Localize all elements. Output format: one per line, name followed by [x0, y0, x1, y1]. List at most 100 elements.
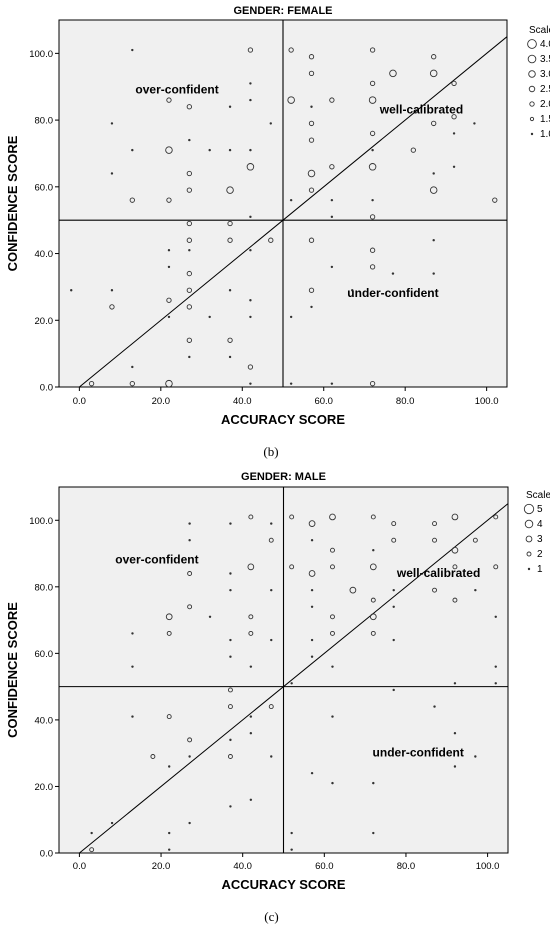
- data-point: [110, 122, 114, 125]
- data-point: [229, 572, 232, 575]
- data-point: [371, 198, 374, 202]
- region-annotation: over-confident: [135, 82, 218, 96]
- data-point: [229, 588, 232, 592]
- data-point: [330, 614, 335, 620]
- data-point: [289, 382, 293, 385]
- data-point: [229, 522, 232, 525]
- x-tick-label: 0.0: [73, 861, 86, 872]
- data-point: [493, 514, 499, 520]
- data-point: [494, 665, 497, 668]
- data-point: [369, 130, 376, 137]
- x-tick-label: 0.0: [73, 396, 86, 407]
- data-point: [249, 98, 252, 102]
- data-point: [166, 197, 172, 203]
- data-point: [433, 705, 436, 708]
- data-point: [451, 546, 459, 554]
- legend-marker: [527, 54, 537, 64]
- legend-label: 3.0: [540, 69, 550, 80]
- data-point: [331, 781, 334, 785]
- data-point: [228, 355, 232, 359]
- data-point: [308, 137, 315, 143]
- data-point: [131, 48, 134, 52]
- data-point: [249, 82, 252, 85]
- diagonal-reference-line: [79, 503, 508, 853]
- data-point: [249, 249, 252, 252]
- x-tick-label: 80.0: [396, 396, 415, 407]
- data-point: [249, 315, 252, 319]
- y-tick-label: 20.0: [35, 782, 54, 793]
- data-point: [131, 715, 134, 718]
- x-axis-title: ACCURACY SCORE: [221, 412, 345, 427]
- legend-marker: [527, 39, 537, 49]
- data-point: [289, 198, 293, 202]
- data-point: [247, 47, 254, 53]
- data-point: [166, 714, 172, 720]
- legend-marker: [528, 70, 536, 78]
- data-point: [310, 539, 314, 542]
- data-point: [110, 172, 114, 175]
- data-point: [186, 237, 192, 243]
- data-point: [308, 520, 316, 527]
- data-point: [310, 638, 314, 642]
- data-point: [474, 755, 477, 758]
- data-point: [308, 70, 315, 77]
- data-point: [392, 688, 395, 692]
- data-point: [494, 615, 497, 618]
- data-point: [188, 138, 191, 142]
- y-tick-label: 0.0: [40, 849, 53, 860]
- data-point: [392, 588, 395, 592]
- data-point: [492, 197, 498, 203]
- data-point: [331, 665, 334, 668]
- data-point: [369, 247, 376, 253]
- data-point: [432, 172, 435, 175]
- data-point: [310, 605, 314, 608]
- data-point: [391, 537, 397, 543]
- data-point: [168, 765, 171, 768]
- data-point: [392, 638, 395, 642]
- data-point: [429, 186, 438, 194]
- data-point: [208, 315, 211, 319]
- data-point: [308, 570, 316, 577]
- region-annotation: well-calibrated: [396, 566, 480, 580]
- data-point: [188, 355, 191, 359]
- data-point: [129, 381, 135, 387]
- data-point: [392, 605, 395, 608]
- male-chart: GENDER: MALE 0.0 20.0 40.0 60.0 80.0 100.0 0.0 2…: [5, 471, 550, 924]
- data-point: [351, 289, 354, 292]
- data-point: [310, 771, 314, 775]
- data-point: [165, 613, 173, 621]
- legend-marker: [527, 567, 531, 571]
- legend-marker: [529, 116, 535, 122]
- data-point: [186, 270, 192, 277]
- data-point: [208, 615, 212, 618]
- data-point: [187, 604, 193, 610]
- data-point: [349, 586, 357, 594]
- data-point: [290, 848, 293, 851]
- legend-title: Scale: [526, 490, 550, 501]
- data-point: [452, 165, 456, 168]
- x-tick-label: 60.0: [315, 861, 334, 872]
- data-point: [227, 337, 233, 343]
- data-point: [167, 265, 171, 269]
- data-point: [165, 379, 173, 387]
- x-tick-label: 100.0: [475, 396, 499, 407]
- data-point: [432, 272, 435, 275]
- data-point: [186, 187, 192, 193]
- data-point: [188, 755, 191, 758]
- x-tick-label: 60.0: [314, 396, 333, 407]
- data-point: [330, 198, 334, 202]
- data-point: [370, 514, 376, 520]
- data-point: [368, 163, 377, 171]
- data-point: [227, 704, 233, 710]
- legend-label: 4: [537, 519, 543, 530]
- data-point: [187, 571, 193, 576]
- data-point: [308, 187, 315, 193]
- data-point: [288, 47, 294, 53]
- data-point: [186, 104, 192, 110]
- data-point: [109, 304, 115, 310]
- data-point: [248, 630, 254, 636]
- data-point: [494, 682, 497, 685]
- data-point: [208, 148, 211, 152]
- data-point: [188, 821, 191, 825]
- legend-label: 1: [537, 564, 543, 575]
